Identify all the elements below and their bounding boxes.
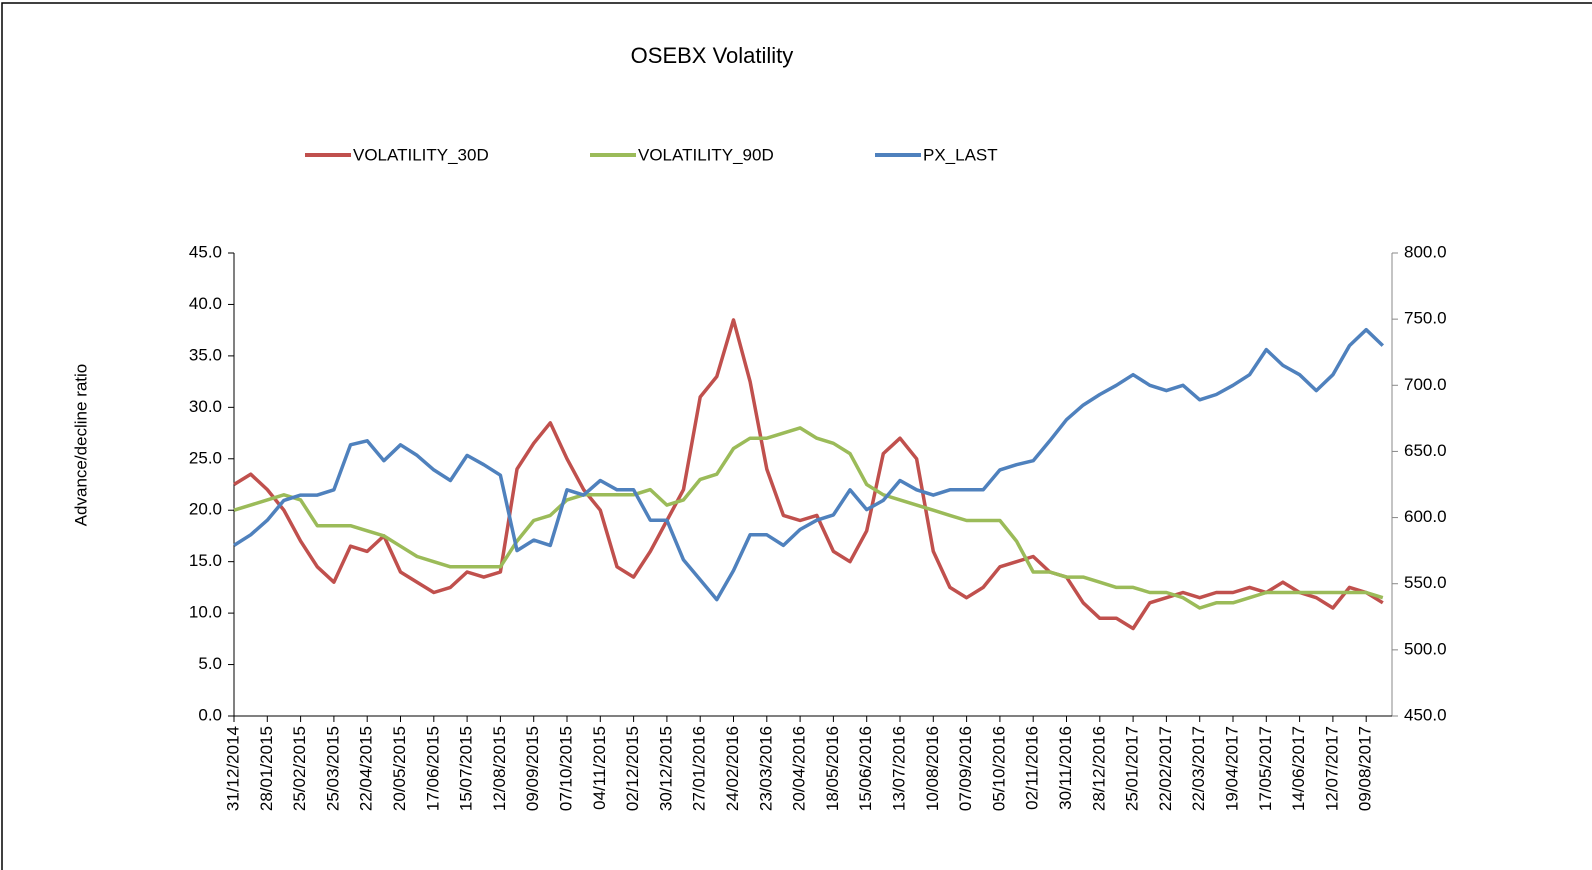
line-series bbox=[233, 426, 1384, 610]
y-tick-label: 45.0 bbox=[189, 242, 222, 261]
x-tick-label: 20/05/2015 bbox=[390, 726, 409, 811]
x-tick-label: 04/11/2015 bbox=[590, 726, 609, 810]
line-series bbox=[233, 318, 1384, 631]
x-tick-label: 14/06/2017 bbox=[1289, 726, 1308, 811]
y2-tick-label: 550.0 bbox=[1404, 573, 1447, 592]
x-tick-label: 22/03/2017 bbox=[1189, 726, 1208, 811]
y2-tick-label: 600.0 bbox=[1404, 507, 1447, 526]
x-tick-label: 15/07/2015 bbox=[457, 726, 476, 811]
x-tick-label: 30/12/2015 bbox=[656, 726, 675, 811]
legend-label: VOLATILITY_90D bbox=[638, 145, 774, 164]
y2-tick-label: 700.0 bbox=[1404, 375, 1447, 394]
y2-tick-label: 750.0 bbox=[1404, 309, 1447, 328]
x-tick-label: 28/01/2015 bbox=[257, 726, 276, 811]
x-tick-label: 25/02/2015 bbox=[290, 726, 309, 811]
y-tick-label: 0.0 bbox=[198, 705, 222, 724]
x-tick-label: 22/04/2015 bbox=[357, 726, 376, 811]
x-tick-label: 09/08/2017 bbox=[1356, 726, 1375, 811]
x-tick-label: 25/01/2017 bbox=[1123, 726, 1142, 811]
x-tick-label: 05/10/2016 bbox=[989, 726, 1008, 811]
x-tick-label: 02/12/2015 bbox=[623, 726, 642, 811]
y2-tick-label: 450.0 bbox=[1404, 705, 1447, 724]
x-tick-label: 13/07/2016 bbox=[889, 726, 908, 811]
x-tick-label: 02/11/2016 bbox=[1023, 726, 1042, 810]
x-tick-label: 23/03/2016 bbox=[756, 726, 775, 811]
x-tick-label: 10/08/2016 bbox=[923, 726, 942, 811]
y-tick-label: 25.0 bbox=[189, 448, 222, 467]
x-tick-label: 12/07/2017 bbox=[1322, 726, 1341, 811]
x-tick-label: 27/01/2016 bbox=[690, 726, 709, 811]
x-tick-label: 28/12/2016 bbox=[1089, 726, 1108, 811]
y-tick-label: 10.0 bbox=[189, 603, 222, 622]
y2-tick-label: 500.0 bbox=[1404, 639, 1447, 658]
y-tick-label: 20.0 bbox=[189, 500, 222, 519]
y-axis-label: Advance/decline ratio bbox=[71, 364, 90, 527]
x-tick-label: 12/08/2015 bbox=[490, 726, 509, 811]
y-tick-label: 5.0 bbox=[198, 654, 222, 673]
x-tick-label: 15/06/2016 bbox=[856, 726, 875, 811]
y-tick-label: 40.0 bbox=[189, 294, 222, 313]
x-tick-label: 19/04/2017 bbox=[1222, 726, 1241, 811]
x-tick-label: 31/12/2014 bbox=[223, 726, 242, 811]
x-tick-label: 22/02/2017 bbox=[1156, 726, 1175, 811]
x-tick-label: 25/03/2015 bbox=[323, 726, 342, 811]
y-tick-label: 15.0 bbox=[189, 551, 222, 570]
y2-tick-label: 800.0 bbox=[1404, 242, 1447, 261]
x-tick-label: 07/10/2015 bbox=[556, 726, 575, 811]
x-tick-label: 07/09/2016 bbox=[956, 726, 975, 811]
x-tick-label: 09/09/2015 bbox=[523, 726, 542, 811]
legend-label: VOLATILITY_30D bbox=[353, 145, 489, 164]
x-tick-label: 17/05/2017 bbox=[1256, 726, 1275, 811]
x-tick-label: 30/11/2016 bbox=[1056, 726, 1075, 810]
x-tick-label: 18/05/2016 bbox=[823, 726, 842, 811]
y-tick-label: 30.0 bbox=[189, 397, 222, 416]
chart-title: OSEBX Volatility bbox=[631, 43, 794, 68]
y2-tick-label: 650.0 bbox=[1404, 441, 1447, 460]
x-tick-label: 17/06/2015 bbox=[423, 726, 442, 811]
line-series bbox=[233, 327, 1385, 602]
x-tick-label: 20/04/2016 bbox=[790, 726, 809, 811]
y-tick-label: 35.0 bbox=[189, 345, 222, 364]
x-tick-label: 24/02/2016 bbox=[723, 726, 742, 811]
legend-label: PX_LAST bbox=[923, 145, 998, 164]
